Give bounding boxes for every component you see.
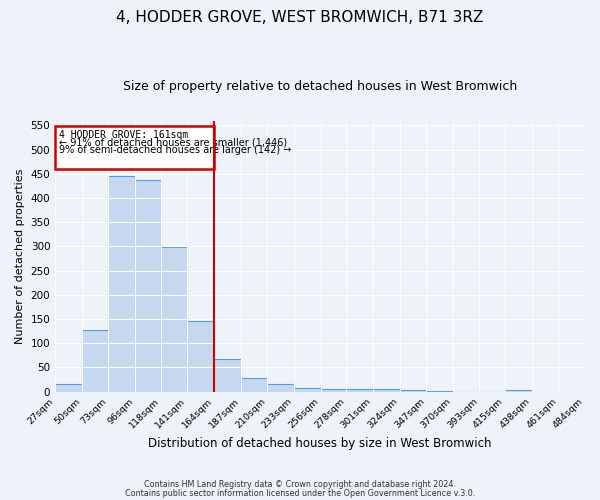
Bar: [346, 389, 373, 392]
Bar: [294, 388, 320, 392]
Text: ← 91% of detached houses are smaller (1,446): ← 91% of detached houses are smaller (1,…: [59, 138, 287, 148]
Bar: [187, 321, 214, 392]
Text: Contains HM Land Registry data © Crown copyright and database right 2024.: Contains HM Land Registry data © Crown c…: [144, 480, 456, 489]
Text: 9% of semi-detached houses are larger (142) →: 9% of semi-detached houses are larger (1…: [59, 145, 291, 155]
Text: Contains public sector information licensed under the Open Government Licence v.: Contains public sector information licen…: [125, 488, 475, 498]
Bar: [135, 180, 161, 392]
X-axis label: Distribution of detached houses by size in West Bromwich: Distribution of detached houses by size …: [148, 437, 492, 450]
Bar: [82, 330, 109, 392]
Title: Size of property relative to detached houses in West Bromwich: Size of property relative to detached ho…: [123, 80, 517, 93]
Bar: [55, 126, 214, 169]
Bar: [109, 176, 135, 392]
Bar: [161, 248, 187, 392]
Bar: [241, 378, 268, 392]
Bar: [55, 384, 82, 392]
Bar: [400, 390, 426, 392]
Bar: [268, 384, 294, 392]
Bar: [320, 388, 346, 392]
Y-axis label: Number of detached properties: Number of detached properties: [15, 168, 25, 344]
Bar: [373, 389, 400, 392]
Text: 4 HODDER GROVE: 161sqm: 4 HODDER GROVE: 161sqm: [59, 130, 188, 140]
Text: 4, HODDER GROVE, WEST BROMWICH, B71 3RZ: 4, HODDER GROVE, WEST BROMWICH, B71 3RZ: [116, 10, 484, 25]
Bar: [214, 358, 241, 392]
Bar: [505, 390, 532, 392]
